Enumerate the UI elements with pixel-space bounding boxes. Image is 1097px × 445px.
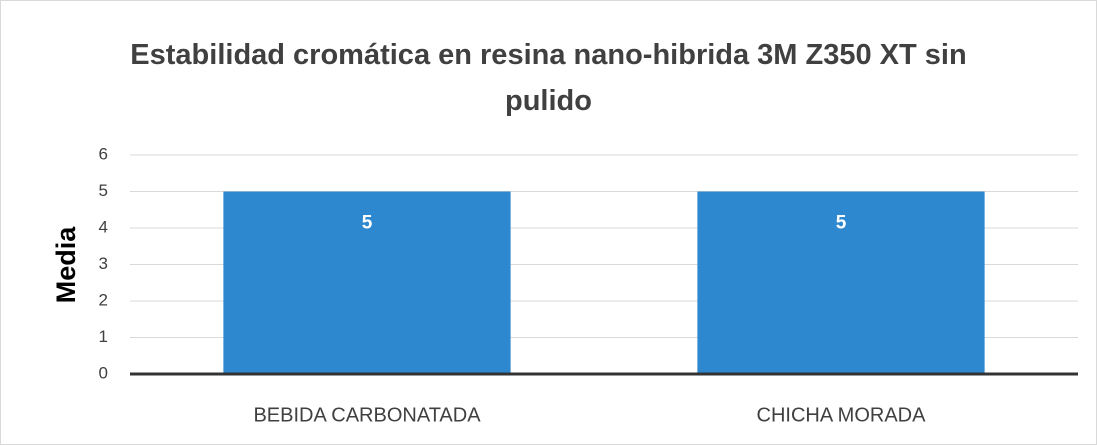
y-tick-label: 1 — [99, 327, 108, 346]
y-tick-label: 4 — [99, 217, 108, 236]
data-label: 5 — [362, 213, 373, 234]
bar — [697, 191, 985, 374]
bar — [223, 191, 511, 374]
x-tick-label: CHICHA MORADA — [757, 404, 927, 426]
y-tick-label: 0 — [99, 363, 108, 382]
x-tick-label: BEBIDA CARBONATADA — [253, 404, 481, 426]
y-tick-label: 2 — [99, 290, 108, 309]
y-tick-label: 5 — [99, 181, 108, 200]
chart-title: Estabilidad cromática en resina nano-hib… — [130, 39, 967, 117]
y-tick-label: 6 — [99, 144, 108, 163]
data-label: 5 — [836, 213, 847, 234]
y-axis-label: Media — [51, 226, 81, 304]
y-tick-label: 3 — [99, 254, 108, 273]
